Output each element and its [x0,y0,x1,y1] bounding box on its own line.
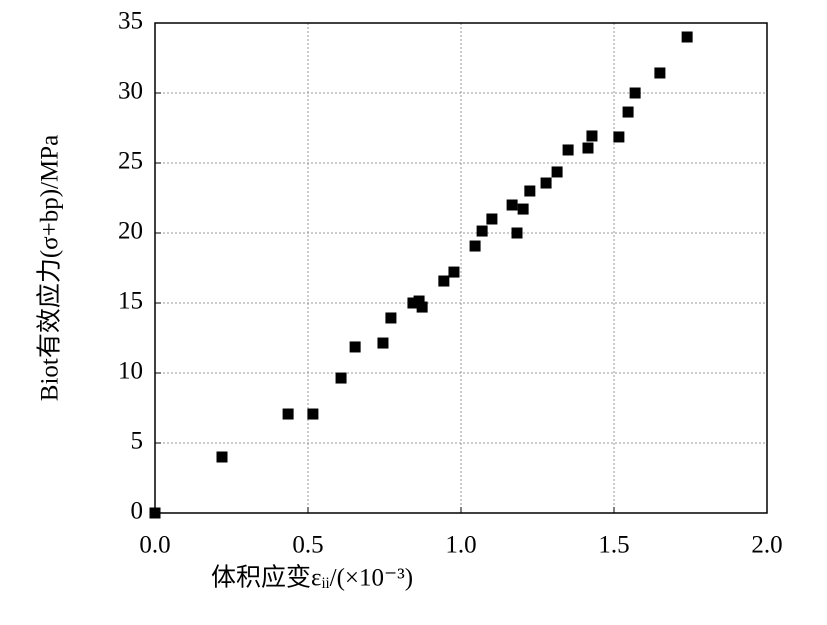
y-tick-label: 0 [131,498,144,525]
point [681,31,693,43]
point [438,275,450,287]
point [407,297,419,309]
point [149,507,161,519]
point [540,177,552,189]
y-tick-label: 5 [131,428,144,455]
x-tick-label: 0.5 [292,532,323,559]
point [413,295,425,307]
point [551,166,563,178]
point [517,203,529,215]
point [562,144,574,156]
point [448,266,460,278]
point [586,130,598,142]
y-tick-label: 15 [118,288,143,315]
plot-frame [154,22,768,514]
point [582,142,594,154]
point [349,341,361,353]
point [524,185,536,197]
point [476,225,488,237]
point [385,312,397,324]
point [486,213,498,225]
point [469,240,481,252]
x-tick-label: 2.0 [751,532,782,559]
x-tick-label: 1.5 [598,532,629,559]
point [216,451,228,463]
x-tick-label: 1.0 [445,532,476,559]
point [622,106,634,118]
point [654,67,666,79]
y-tick-label: 10 [118,358,143,385]
point [613,131,625,143]
point [511,227,523,239]
point [282,408,294,420]
y-tick-label: 20 [118,218,143,245]
y-tick-label: 35 [118,8,143,35]
y-tick-label: 30 [118,78,143,105]
y-axis-label: Biot有效应力(σ+bp)/MPa [36,135,64,401]
point [506,199,518,211]
y-tick-label: 25 [118,148,143,175]
point [629,87,641,99]
point [377,337,389,349]
point [307,408,319,420]
x-axis-label: 体积应变εᵢᵢ/(×10⁻³) [211,564,413,592]
x-tick-label: 0.0 [139,532,170,559]
point [335,372,347,384]
point [416,301,428,313]
